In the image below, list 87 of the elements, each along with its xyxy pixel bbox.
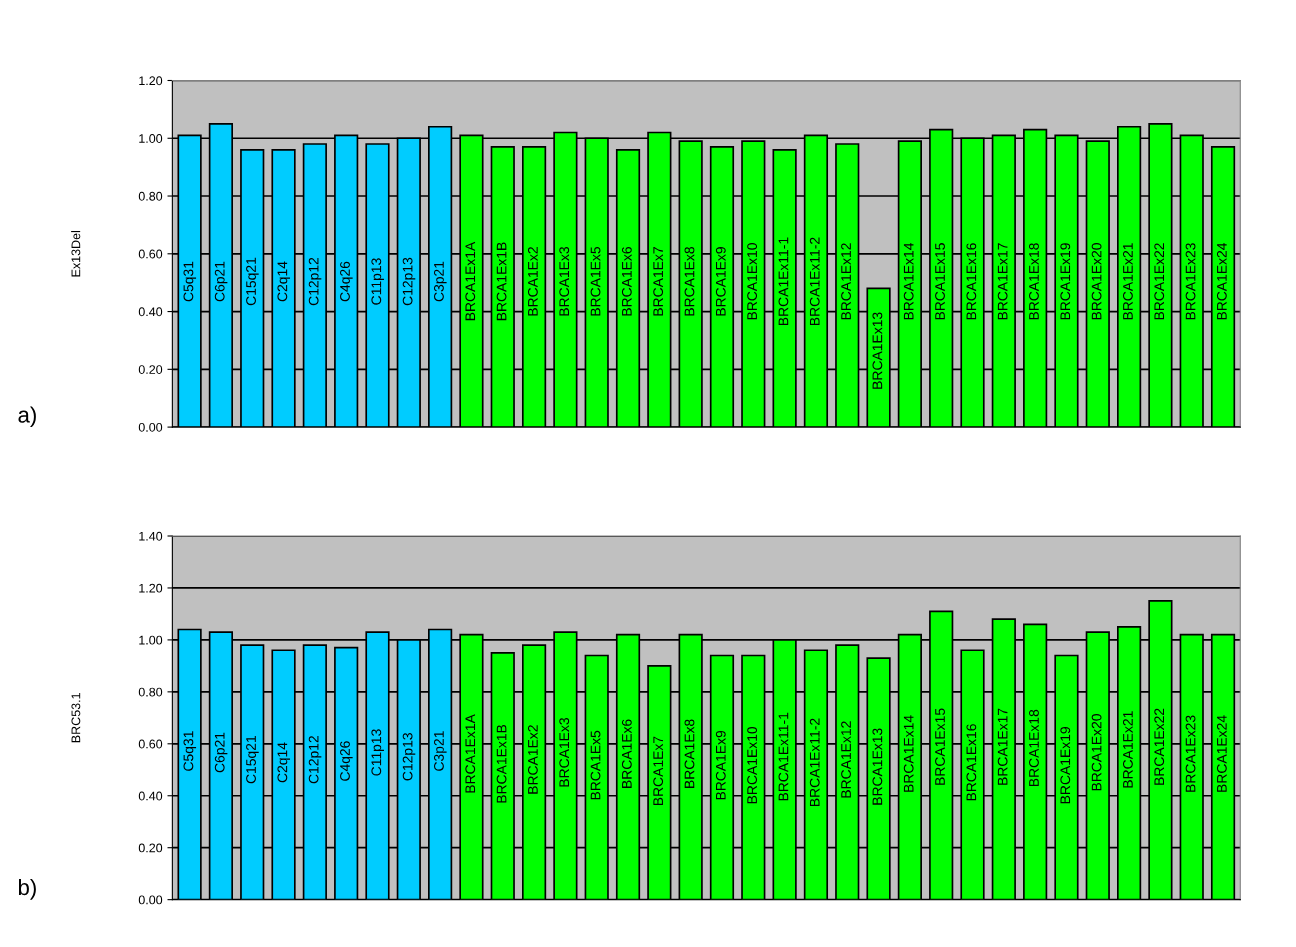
- x-tick-label: C4q26: [340, 741, 353, 781]
- y-tick-label: 1.20: [139, 76, 163, 86]
- x-tick-label: BRCA1Ex23: [1185, 243, 1196, 320]
- x-tick-label: BRCA1Ex24: [1216, 242, 1227, 320]
- x-tick-label: BRCA1Ex16: [966, 724, 977, 801]
- x-tick-label: BRCA1Ex13: [872, 728, 883, 805]
- x-tick-label: BRCA1Ex22: [1154, 708, 1165, 785]
- x-tick-label: BRCA1Ex16: [966, 243, 977, 320]
- x-tick-label: BRCA1Ex2: [527, 247, 538, 316]
- y-tick-label: 0.60: [138, 739, 163, 749]
- x-tick-label: BRCA1Ex20: [1091, 243, 1102, 320]
- x-tick-label: BRCA1Ex21: [1122, 711, 1133, 788]
- x-tick-label: BRCA1Ex1A: [465, 714, 476, 793]
- text: a): [18, 406, 36, 428]
- x-tick-label: C2q14: [277, 742, 291, 783]
- x-tick-label: C12p12: [308, 257, 322, 306]
- y-tick-label: 0.40: [138, 791, 163, 801]
- y-tick-label: 0.00: [138, 422, 163, 432]
- x-tick-label: BRCA1Ex12: [841, 721, 851, 798]
- y-axis-title: Ex13Del: [71, 231, 81, 277]
- x-tick-label: BRCA1Ex14: [903, 242, 914, 320]
- x-tick-label: C3p21: [434, 261, 447, 302]
- x-tick-label: BRCA1Ex11-2: [809, 237, 820, 326]
- x-tick-label: BRCA1Ex7: [653, 247, 664, 316]
- x-tick-label: BRCA1Ex11-1: [778, 712, 789, 801]
- y-tick-label: 1.00: [139, 635, 163, 645]
- x-tick-label: BRCA1Ex11-1: [778, 237, 789, 326]
- x-tick-label: BRCA1Ex5: [590, 246, 601, 316]
- x-tick-label: BRCA1Ex8: [684, 719, 695, 788]
- x-tick-label: BRCA1Ex6: [621, 719, 632, 788]
- text: b): [18, 878, 36, 900]
- x-tick-label: BRCA1Ex3: [559, 247, 570, 316]
- y-tick-label: 0.80: [138, 687, 163, 697]
- y-tick-label: 0.80: [138, 191, 163, 201]
- x-tick-label: C11p13: [371, 258, 384, 305]
- x-tick-label: BRCA1Ex11-2: [809, 718, 820, 807]
- y-tick-label: 0.40: [138, 307, 163, 317]
- y-tick-label: 0.20: [138, 843, 163, 853]
- x-tick-label: BRCA1Ex1A: [465, 241, 476, 321]
- x-tick-label: C12p13: [402, 257, 416, 306]
- x-tick-label: BRCA1Ex9: [715, 247, 726, 316]
- x-tick-label: C12p12: [308, 736, 322, 784]
- x-tick-label: BRCA1Ex1B: [496, 242, 507, 321]
- x-tick-label: BRCA1Ex10: [747, 243, 758, 320]
- y-tick-label: 1.40: [139, 531, 163, 541]
- x-tick-label: C5q31: [183, 261, 197, 302]
- x-tick-label: C2q14: [277, 261, 291, 302]
- x-tick-label: BRCA1Ex19: [1060, 243, 1071, 320]
- x-tick-label: BRCA1Ex24: [1216, 715, 1227, 792]
- x-tick-label: BRCA1Ex20: [1091, 714, 1102, 791]
- x-tick-label: C6p21: [214, 261, 228, 302]
- x-tick-label: C5q31: [183, 731, 197, 771]
- x-tick-label: BRCA1Ex10: [747, 726, 758, 804]
- x-tick-label: BRCA1Ex3: [559, 717, 570, 787]
- y-tick-label: 0.60: [138, 249, 163, 259]
- x-tick-label: BRCA1Ex12: [841, 243, 851, 320]
- x-tick-label: C12p13: [402, 733, 416, 781]
- x-tick-label: C15q21: [246, 736, 259, 784]
- x-tick-label: BRCA1Ex15: [935, 243, 945, 320]
- x-tick-label: BRCA1Ex21: [1122, 243, 1133, 320]
- x-tick-label: BRCA1Ex18: [1029, 243, 1039, 320]
- x-tick-label: BRCA1Ex23: [1185, 715, 1196, 792]
- x-tick-label: BRCA1Ex22: [1154, 243, 1165, 320]
- x-tick-label: BRCA1Ex1B: [496, 724, 507, 803]
- x-tick-label: BRCA1Ex17: [997, 708, 1008, 785]
- x-tick-label: BRCA1Ex7: [653, 736, 664, 806]
- x-tick-label: C6p21: [214, 732, 228, 773]
- x-tick-label: BRCA1Ex5: [590, 730, 601, 800]
- x-tick-label: BRCA1Ex6: [621, 247, 632, 316]
- x-tick-label: BRCA1Ex19: [1060, 727, 1071, 804]
- x-tick-label: BRCA1Ex18: [1029, 709, 1039, 787]
- x-tick-label: BRCA1Ex8: [684, 247, 695, 316]
- x-tick-label: C15q21: [246, 257, 259, 306]
- y-axis-title: BRC53.1: [71, 693, 81, 743]
- x-tick-label: BRCA1Ex9: [715, 730, 726, 800]
- x-tick-label: C11p13: [371, 729, 384, 776]
- y-tick-label: 1.20: [139, 583, 163, 593]
- x-tick-label: C4q26: [340, 261, 353, 302]
- x-tick-label: C3p21: [434, 731, 447, 771]
- x-tick-label: BRCA1Ex2: [527, 725, 538, 794]
- y-tick-label: 0.00: [138, 895, 163, 905]
- y-tick-label: 1.00: [139, 134, 163, 143]
- x-tick-label: BRCA1Ex15: [935, 708, 945, 785]
- x-tick-label: BRCA1Ex17: [997, 243, 1008, 320]
- x-tick-label: BRCA1Ex14: [903, 715, 914, 792]
- y-tick-label: 0.20: [138, 365, 163, 374]
- x-tick-label: BRCA1Ex13: [872, 312, 883, 389]
